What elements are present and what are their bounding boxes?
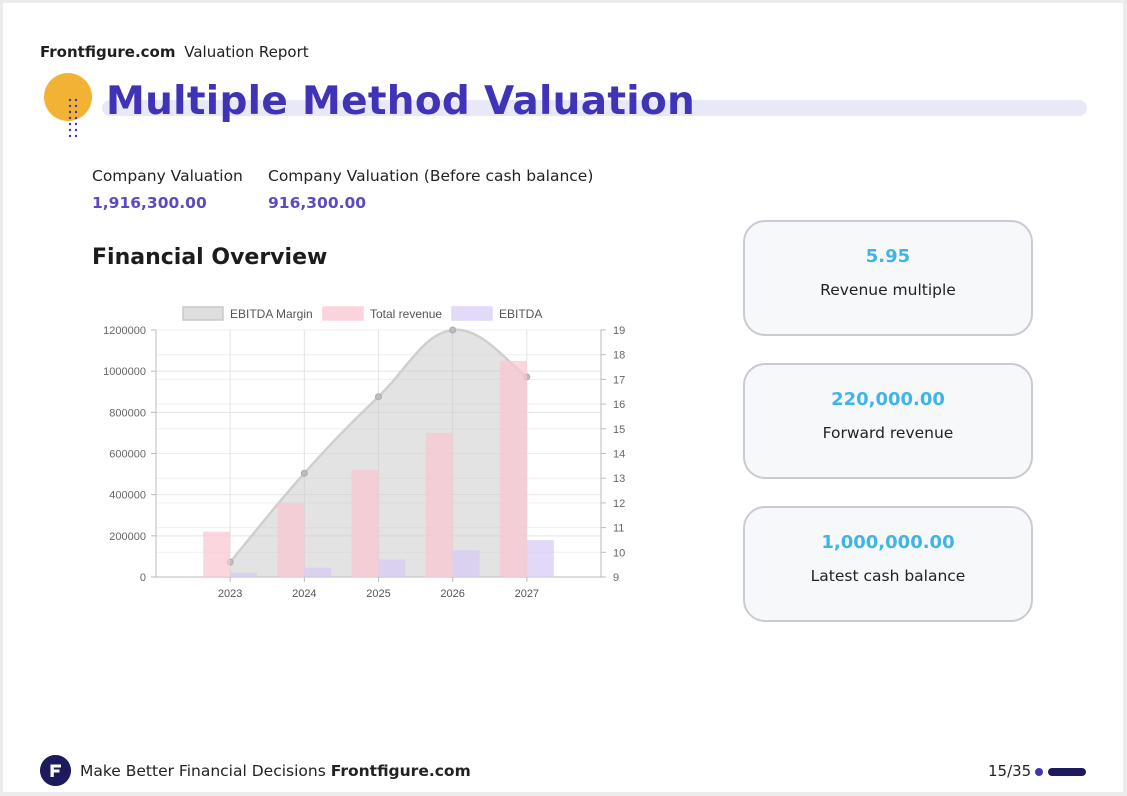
company-valuation-label: Company Valuation bbox=[92, 167, 243, 185]
y-left-tick-label: 600000 bbox=[109, 449, 146, 461]
metric-value: 1,000,000.00 bbox=[821, 532, 955, 553]
frontfigure-logo-icon bbox=[40, 755, 71, 786]
y-right-tick-label: 16 bbox=[613, 399, 625, 411]
y-right-tick-label: 19 bbox=[613, 325, 625, 337]
footer-tagline-text: Make Better Financial Decisions bbox=[80, 762, 326, 780]
section-title: Financial Overview bbox=[92, 245, 328, 270]
page-title: Multiple Method Valuation bbox=[106, 79, 696, 124]
title-block: Multiple Method Valuation bbox=[40, 71, 1090, 146]
metric-card-revenue-multiple: 5.95 Revenue multiple bbox=[743, 220, 1033, 336]
total-revenue-bar bbox=[203, 531, 231, 577]
y-right-tick-label: 10 bbox=[613, 547, 625, 559]
y-right-tick-label: 12 bbox=[613, 498, 625, 510]
y-right-tick-label: 9 bbox=[613, 572, 619, 584]
pager-dot-icon bbox=[1035, 768, 1043, 776]
ebitda-bar bbox=[526, 539, 554, 577]
total-revenue-bar bbox=[351, 469, 379, 577]
company-valuation: Company Valuation 1,916,300.00 bbox=[92, 167, 243, 212]
ebitda-margin-point bbox=[449, 326, 457, 334]
legend-swatch bbox=[322, 306, 364, 321]
metric-card-forward-revenue: 220,000.00 Forward revenue bbox=[743, 363, 1033, 479]
x-tick-label: 2024 bbox=[292, 588, 316, 600]
decorative-circle-icon bbox=[44, 73, 92, 121]
metric-label: Revenue multiple bbox=[820, 281, 956, 299]
ebitda-margin-area bbox=[230, 329, 527, 577]
y-left-tick-label: 800000 bbox=[109, 407, 146, 419]
total-revenue-bar bbox=[277, 502, 305, 577]
y-right-tick-label: 17 bbox=[613, 374, 625, 386]
y-right-tick-label: 14 bbox=[613, 449, 625, 461]
metric-label: Forward revenue bbox=[822, 424, 954, 442]
ebitda-bar bbox=[230, 572, 258, 577]
financial-overview-chart: 0 200000 400000 600000 800000 1000000 1200000 9… bbox=[103, 306, 625, 600]
header-brand-line: Frontfigure.com Valuation Report bbox=[40, 43, 309, 61]
ebitda-bar bbox=[304, 567, 332, 577]
x-tick-label: 2026 bbox=[440, 588, 464, 600]
total-revenue-bar bbox=[425, 432, 453, 577]
legend-label: EBITDA bbox=[499, 307, 542, 321]
y-left-tick-label: 0 bbox=[140, 572, 146, 584]
x-tick-label: 2023 bbox=[218, 588, 242, 600]
footer-tagline: Make Better Financial Decisions Frontfig… bbox=[80, 762, 471, 780]
y-left-tick-label: 200000 bbox=[109, 531, 146, 543]
y-left-tick-label: 1200000 bbox=[103, 325, 146, 337]
y-right-tick-label: 15 bbox=[613, 424, 625, 436]
total-revenue-bar bbox=[499, 360, 527, 577]
page-number: 15/35 bbox=[988, 762, 1032, 780]
y-right-tick-label: 13 bbox=[613, 473, 625, 485]
legend-label: EBITDA Margin bbox=[230, 307, 313, 321]
legend-label: Total revenue bbox=[370, 307, 442, 321]
title-underline-bar bbox=[102, 100, 1087, 116]
ebitda-bar bbox=[378, 559, 406, 577]
metric-value: 5.95 bbox=[865, 246, 911, 267]
before-cash-value: 916,300.00 bbox=[268, 194, 367, 212]
y-left-tick-label: 1000000 bbox=[103, 366, 146, 378]
legend-swatch bbox=[451, 306, 493, 321]
y-right-tick-label: 18 bbox=[613, 350, 625, 362]
report-page: Frontfigure.com Valuation Report Multipl… bbox=[3, 3, 1123, 792]
x-tick-label: 2025 bbox=[366, 588, 390, 600]
ebitda-margin-point bbox=[375, 393, 382, 401]
header-report-name: Valuation Report bbox=[184, 43, 309, 61]
legend-swatch bbox=[182, 306, 224, 321]
metric-card-latest-cash-balance: 1,000,000.00 Latest cash balance bbox=[743, 506, 1033, 622]
company-valuation-value: 1,916,300.00 bbox=[92, 194, 207, 212]
y-right-tick-label: 11 bbox=[613, 523, 624, 535]
decorative-dots-icon bbox=[68, 98, 78, 138]
metric-label: Latest cash balance bbox=[810, 567, 966, 585]
pager-bar-icon bbox=[1048, 768, 1086, 776]
x-tick-label: 2027 bbox=[515, 588, 539, 600]
footer-brand: Frontfigure.com bbox=[330, 762, 471, 780]
metric-value: 220,000.00 bbox=[831, 389, 945, 410]
before-cash-label: Company Valuation (Before cash balance) bbox=[268, 167, 594, 185]
ebitda-bar bbox=[452, 550, 480, 577]
y-left-tick-label: 400000 bbox=[109, 490, 146, 502]
company-valuation-before-cash: Company Valuation (Before cash balance) … bbox=[268, 167, 593, 212]
header-brand: Frontfigure.com bbox=[40, 43, 176, 61]
ebitda-margin-point bbox=[300, 469, 308, 477]
